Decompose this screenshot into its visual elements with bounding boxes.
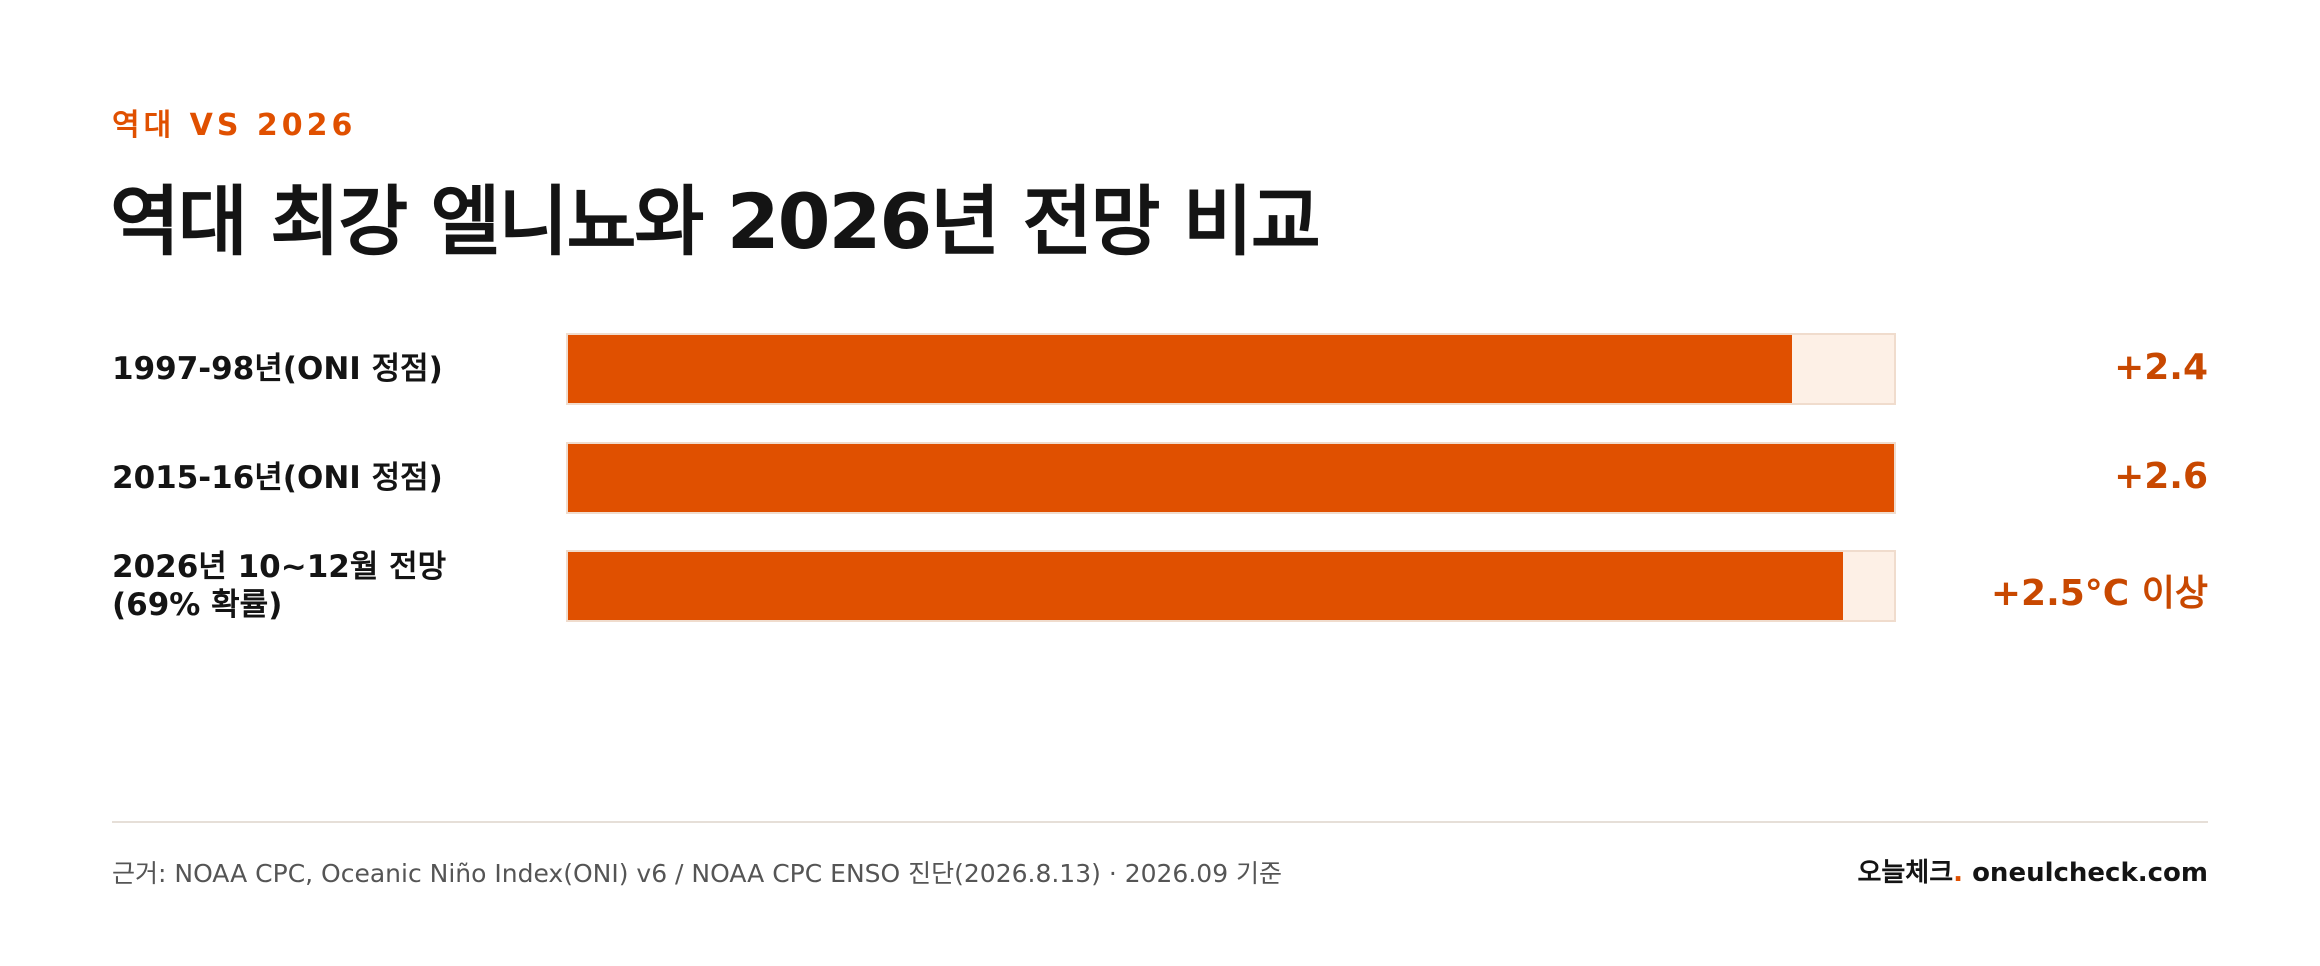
footer-divider bbox=[112, 821, 2208, 823]
eyebrow-label: 역대 VS 2026 bbox=[112, 108, 357, 143]
brand-domain: oneulcheck.com bbox=[1963, 858, 2208, 888]
bar-track bbox=[566, 333, 1896, 405]
bar-label: 1997-98년(ONI 정점) bbox=[112, 351, 443, 387]
bar bbox=[568, 444, 1894, 512]
bar-value-label: +2.5°C 이상 bbox=[1990, 573, 2208, 614]
bar-label: 2026년 10~12월 전망(69% 확률) bbox=[112, 549, 447, 623]
source-note: 근거: NOAA CPC, Oceanic Niño Index(ONI) v6… bbox=[112, 859, 1283, 888]
bar-label: 2015-16년(ONI 정점) bbox=[112, 460, 443, 496]
chart-title: 역대 최강 엘니뇨와 2026년 전망 비교 bbox=[110, 177, 1321, 266]
bar bbox=[568, 335, 1792, 403]
bar-track bbox=[566, 442, 1896, 514]
bar-value-label: +2.4 bbox=[2114, 347, 2208, 388]
brand-name: 오늘체크 bbox=[1857, 858, 1954, 888]
brand-logo[interactable]: 오늘체크. oneulcheck.com bbox=[1857, 852, 2208, 889]
bar-value-label: +2.6 bbox=[2114, 456, 2208, 497]
bar-track bbox=[566, 550, 1896, 622]
bar bbox=[568, 552, 1843, 620]
brand-dot: . bbox=[1953, 858, 1964, 888]
